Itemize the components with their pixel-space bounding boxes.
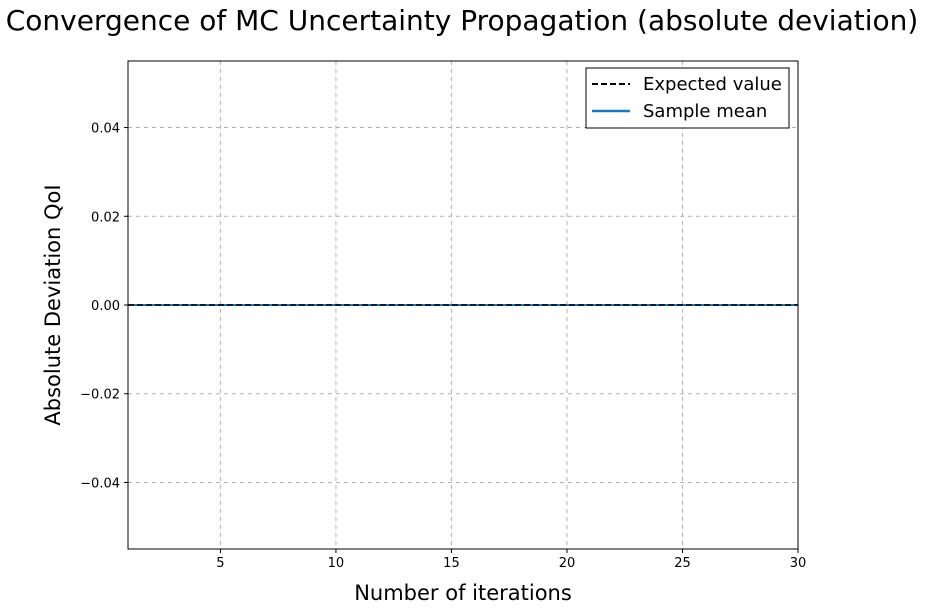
- legend-box: [585, 67, 790, 129]
- x-axis-label: Number of iterations: [354, 581, 572, 605]
- x-tick-label: 10: [328, 556, 345, 571]
- legend: Expected value Sample mean: [585, 67, 790, 129]
- y-tick-label: −0.04: [80, 476, 120, 491]
- y-axis-label: Absolute Deviation QoI: [41, 184, 65, 425]
- y-axis-ticks: −0.04 −0.02 0.00 0.02 0.04: [80, 122, 128, 491]
- legend-label: Expected value: [643, 74, 782, 95]
- y-tick-label: 0.04: [91, 122, 120, 137]
- y-tick-label: −0.02: [80, 388, 120, 403]
- chart-title: Convergence of MC Uncertainty Propagatio…: [6, 4, 919, 37]
- x-tick-label: 15: [443, 556, 460, 571]
- x-tick-label: 25: [674, 556, 691, 571]
- x-tick-label: 5: [216, 556, 224, 571]
- y-tick-label: 0.00: [91, 299, 120, 314]
- x-axis-ticks: 5 10 15 20 25 30: [216, 549, 806, 571]
- y-tick-label: 0.02: [91, 210, 120, 225]
- x-tick-label: 30: [790, 556, 807, 571]
- x-tick-label: 20: [559, 556, 576, 571]
- legend-label: Sample mean: [643, 101, 767, 122]
